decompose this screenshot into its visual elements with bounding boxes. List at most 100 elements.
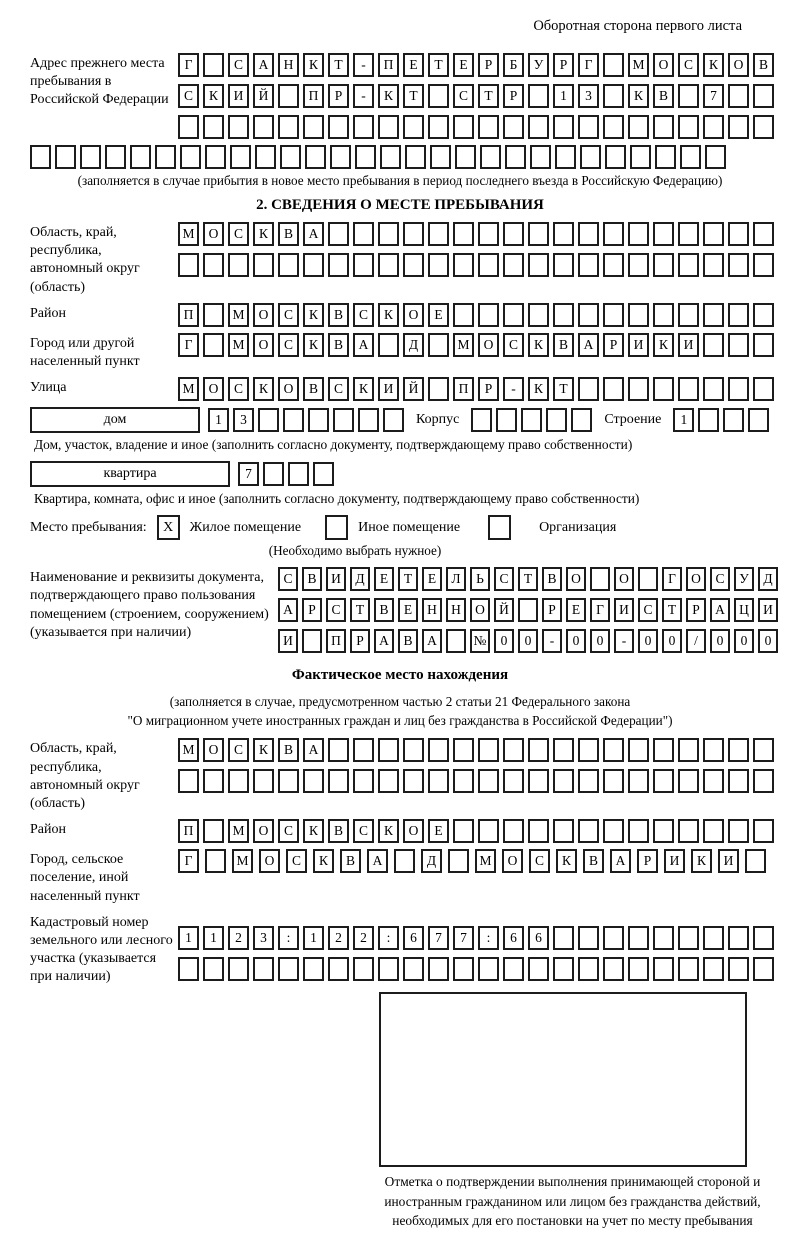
form-cell (703, 115, 724, 139)
form-cell (603, 956, 624, 981)
form-cell: А (374, 629, 394, 654)
form-cell: К (203, 84, 224, 108)
form-cell (553, 253, 574, 277)
form-cell: 2 (328, 925, 349, 950)
form-cell (378, 956, 399, 981)
form-cell: А (610, 849, 631, 874)
form-cell (653, 819, 674, 844)
form-cell: Е (422, 567, 442, 592)
form-cell (288, 462, 309, 487)
fact-city-label: Город, сельское поселение, иной населенн… (30, 852, 140, 904)
form-cell: С (326, 598, 346, 623)
form-cell: 3 (578, 84, 599, 108)
form-cell: - (503, 377, 524, 402)
form-cell (653, 222, 674, 246)
form-cell (30, 145, 51, 169)
form-cell (603, 738, 624, 763)
form-cell (678, 738, 699, 763)
form-cell (228, 769, 249, 794)
form-cell (353, 956, 374, 981)
form-cell (728, 115, 749, 139)
form-cell: / (686, 629, 706, 654)
form-cell (353, 115, 374, 139)
form-cell (678, 819, 699, 844)
form-cell (578, 956, 599, 981)
form-cell (630, 145, 651, 169)
form-cell (253, 769, 274, 794)
stay-type-option-other: Иное помещение (358, 519, 461, 535)
form-cell: С (494, 567, 514, 592)
form-cell (678, 769, 699, 794)
apartment-caption: Квартира, комната, офис и иное (заполнит… (34, 491, 640, 507)
fact-region-label: Область, край, республика, автономный ок… (30, 741, 140, 811)
form-cell: 1 (178, 925, 199, 950)
form-cell: О (686, 567, 706, 592)
form-cell (698, 408, 720, 433)
form-cell: С (178, 84, 199, 108)
form-cell: Р (302, 598, 322, 623)
form-cell (203, 956, 224, 981)
form-cell: К (378, 819, 399, 844)
form-cell: 0 (710, 629, 730, 654)
form-cell: В (553, 332, 574, 357)
form-cell: 7 (238, 462, 259, 487)
form-cell (328, 115, 349, 139)
form-cell: В (328, 302, 349, 327)
form-cell: Е (566, 598, 586, 623)
form-cell (703, 769, 724, 794)
form-cell: - (353, 84, 374, 108)
form-cell: И (614, 598, 634, 623)
form-cell: К (303, 332, 324, 357)
cadastral-block: Кадастровый номер земельного или лесного… (30, 912, 774, 987)
form-cell (628, 377, 649, 402)
form-cell: А (278, 598, 298, 623)
form-cell (528, 84, 549, 108)
form-cell (178, 115, 199, 139)
form-cell (571, 408, 593, 433)
form-cell (178, 769, 199, 794)
form-cell: Р (478, 377, 499, 402)
form-cell: В (398, 629, 418, 654)
form-cell: 0 (518, 629, 538, 654)
section3-note: (заполняется в случае, предусмотренном ч… (30, 692, 770, 730)
form-cell (80, 145, 101, 169)
form-cell (678, 956, 699, 981)
form-cell: Т (328, 53, 349, 77)
form-cell: - (614, 629, 634, 654)
form-cell (453, 819, 474, 844)
form-cell: Р (603, 332, 624, 357)
form-cell (546, 408, 568, 433)
form-cell: П (178, 302, 199, 327)
form-cell (628, 925, 649, 950)
form-cell (505, 145, 526, 169)
form-cell: К (703, 53, 724, 77)
form-cell: Е (453, 53, 474, 77)
form-cell: № (470, 629, 490, 654)
form-cell: У (734, 567, 754, 592)
form-cell (590, 567, 610, 592)
form-cell (355, 145, 376, 169)
form-cell (403, 253, 424, 277)
form-cell: Н (278, 53, 299, 77)
form-cell (678, 84, 699, 108)
form-cell (528, 956, 549, 981)
form-cell: Р (686, 598, 706, 623)
stamp-caption: Отметка о подтверждении выполнения прини… (384, 1174, 761, 1229)
form-cell (638, 567, 658, 592)
form-cell: Ь (470, 567, 490, 592)
form-cell: Т (428, 53, 449, 77)
form-cell: В (328, 332, 349, 357)
form-cell (703, 302, 724, 327)
form-cell (628, 956, 649, 981)
form-cell (353, 253, 374, 277)
form-cell (303, 956, 324, 981)
form-cell (528, 302, 549, 327)
form-cell (753, 302, 774, 327)
form-cell (378, 738, 399, 763)
form-cell (378, 332, 399, 357)
form-cell (703, 956, 724, 981)
form-cell: В (753, 53, 774, 77)
form-cell (180, 145, 201, 169)
